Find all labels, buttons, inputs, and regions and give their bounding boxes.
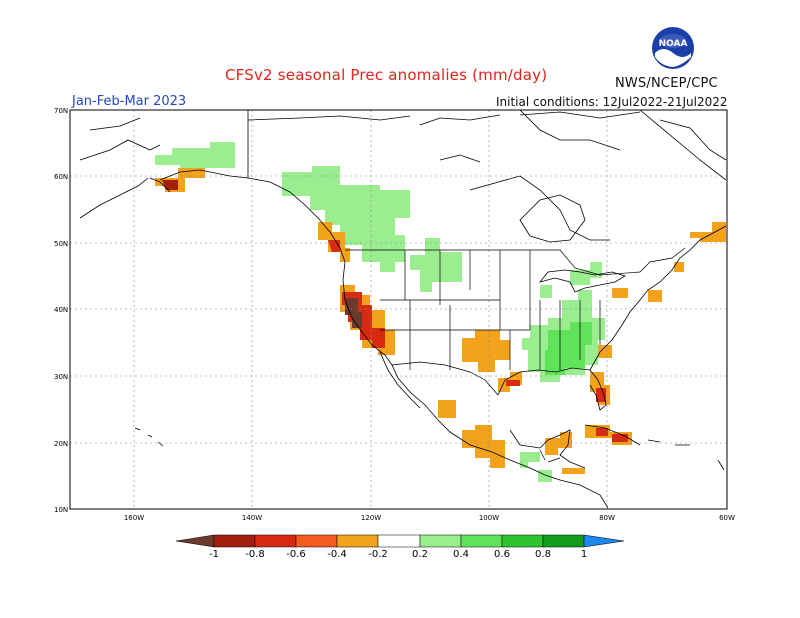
anomaly-northeast-dry — [612, 262, 684, 302]
anomaly-canada-central-wet — [410, 238, 462, 292]
logo-text: NOAA — [659, 39, 688, 49]
lat-label: 50N — [54, 240, 68, 248]
lat-label: 40N — [54, 306, 68, 314]
noaa-logo: NOAA — [652, 27, 694, 69]
forecast-period: Jan-Feb-Mar 2023 — [72, 94, 187, 109]
colorbar-swatch — [542, 534, 585, 548]
colorbar-swatch — [419, 534, 462, 548]
lat-label: 30N — [54, 373, 68, 381]
colorbar-swatch — [254, 534, 297, 548]
lon-label: 140W — [242, 514, 262, 522]
lat-label: 60N — [54, 173, 68, 181]
lon-label: 100W — [479, 514, 499, 522]
anomaly-florida-core — [596, 388, 606, 402]
anomaly-mexico-central-dry — [462, 425, 505, 468]
colorbar-label: 0.2 — [412, 549, 428, 560]
colorbar-label: 0.6 — [494, 549, 510, 560]
colorbar-label: -0.2 — [368, 549, 388, 560]
colorbar-label: 1 — [581, 549, 587, 560]
colorbar-swatch — [295, 534, 338, 548]
lat-label: 10N — [54, 506, 68, 514]
colorbar-swatch — [501, 534, 544, 548]
colorbar-label: -0.8 — [245, 549, 265, 560]
colorbar-swatch — [460, 534, 503, 548]
lat-axis: 70N 60N 50N 40N 30N 20N 10N — [54, 107, 68, 514]
anomaly-atlantic-canada-dry — [690, 222, 726, 242]
anomaly-carolinas-dry — [598, 345, 612, 358]
borders — [345, 247, 686, 463]
anomaly-california-extreme — [345, 298, 362, 328]
colorbar-swatch — [377, 534, 421, 548]
colorbar: -1 -0.8 -0.6 -0.4 -0.2 0.2 0.4 0.6 0.8 1 — [175, 534, 625, 560]
anomaly-great-lakes-wet — [540, 262, 602, 298]
map-frame — [69, 109, 728, 510]
colorbar-low-arrow — [175, 534, 215, 548]
anomaly-texas-coast-core — [506, 380, 520, 386]
colorbar-swatch — [213, 534, 256, 548]
lon-label: 160W — [124, 514, 144, 522]
anomaly-honduras-dry — [562, 468, 585, 474]
anomaly-alaska-north-wet — [155, 142, 235, 175]
anomaly-mexico-west-dry — [438, 400, 456, 418]
agency-label: NWS/NCEP/CPC — [615, 76, 718, 91]
anomaly-alaska-south-core — [162, 180, 178, 190]
lon-label: 80W — [599, 514, 615, 522]
map-title: CFSv2 seasonal Prec anomalies (mm/day) — [225, 66, 548, 84]
anomaly-cuba-core — [596, 428, 628, 442]
colorbar-label: 0.4 — [453, 549, 469, 560]
colorbar-label: -1 — [209, 549, 219, 560]
lat-label: 70N — [54, 107, 68, 115]
anomaly-shading — [155, 142, 726, 482]
anomaly-canada-west-wet — [282, 166, 410, 272]
anomaly-southwest-dry — [462, 330, 510, 372]
colorbar-label: -0.6 — [286, 549, 306, 560]
anomaly-central-america-wet — [520, 452, 552, 482]
colorbar-label: 0.8 — [535, 549, 551, 560]
lon-label: 60W — [719, 514, 735, 522]
graticule — [70, 110, 727, 509]
colorbar-label: -0.4 — [327, 549, 347, 560]
colorbar-high-arrow — [583, 534, 625, 548]
lat-label: 20N — [54, 440, 68, 448]
initial-conditions: Initial conditions: 12Jul2022-21Jul2022 — [496, 95, 728, 109]
lon-axis: 160W 140W 120W 100W 80W 60W — [124, 514, 735, 522]
anomaly-yucatan-dry — [545, 432, 572, 455]
lon-label: 120W — [361, 514, 381, 522]
colorbar-swatch — [336, 534, 379, 548]
